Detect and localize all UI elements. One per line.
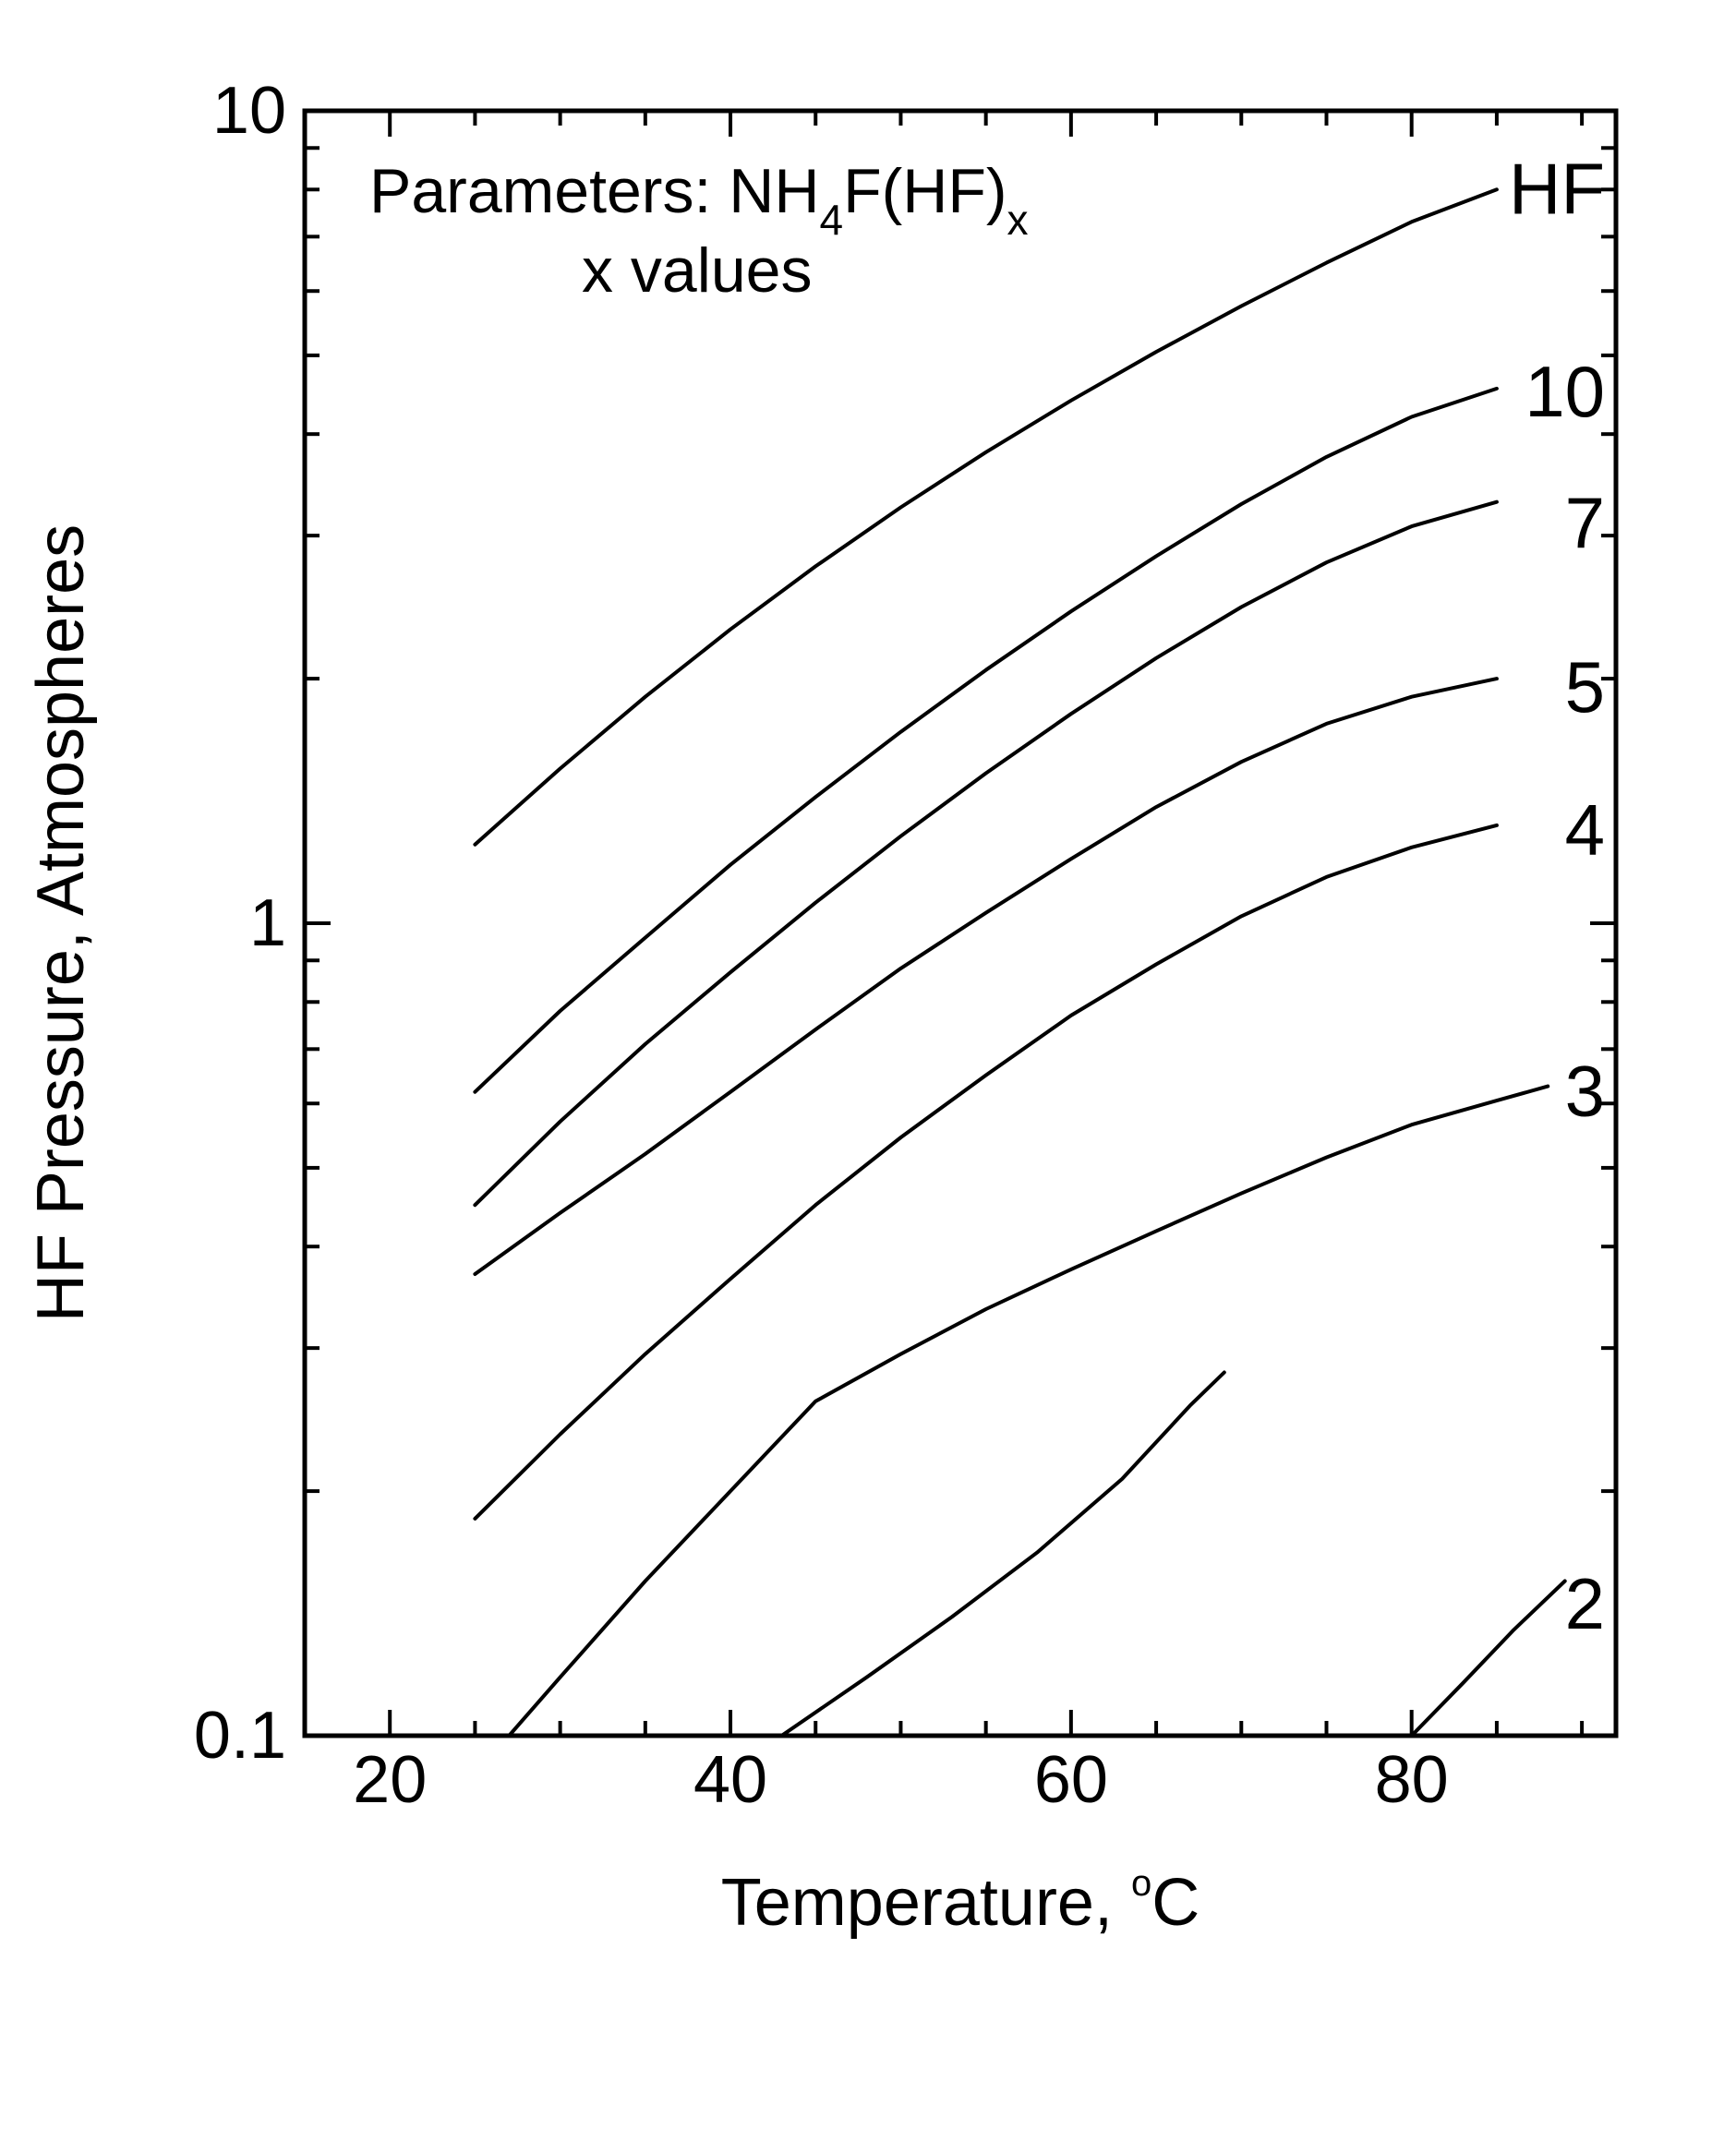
param-line-2: x values [582, 235, 812, 306]
x-tick-label: 80 [1375, 1743, 1449, 1817]
series-label: 7 [1565, 483, 1605, 564]
x-axis-label: Temperature, oC [721, 1863, 1200, 1940]
series-label: 4 [1565, 789, 1605, 871]
series-label: 3 [1565, 1051, 1605, 1132]
x-tick-label: 60 [1034, 1743, 1108, 1817]
series-label: 2 [1565, 1563, 1605, 1644]
y-tick-label: 0.1 [194, 1699, 286, 1773]
x-tick-label: 40 [693, 1743, 767, 1817]
x-tick-label: 20 [353, 1743, 427, 1817]
chart-svg: 204060800.1110HF1075432Parameters: NH4F(… [0, 0, 1736, 2141]
series-label: HF [1509, 148, 1605, 229]
series-label: 5 [1565, 646, 1605, 728]
y-axis-label: HF Pressure, Atmospheres [24, 524, 98, 1322]
y-tick-label: 1 [249, 886, 286, 960]
chart-container: 204060800.1110HF1075432Parameters: NH4F(… [0, 0, 1736, 2141]
y-tick-label: 10 [212, 74, 286, 148]
series-label: 10 [1525, 351, 1605, 432]
